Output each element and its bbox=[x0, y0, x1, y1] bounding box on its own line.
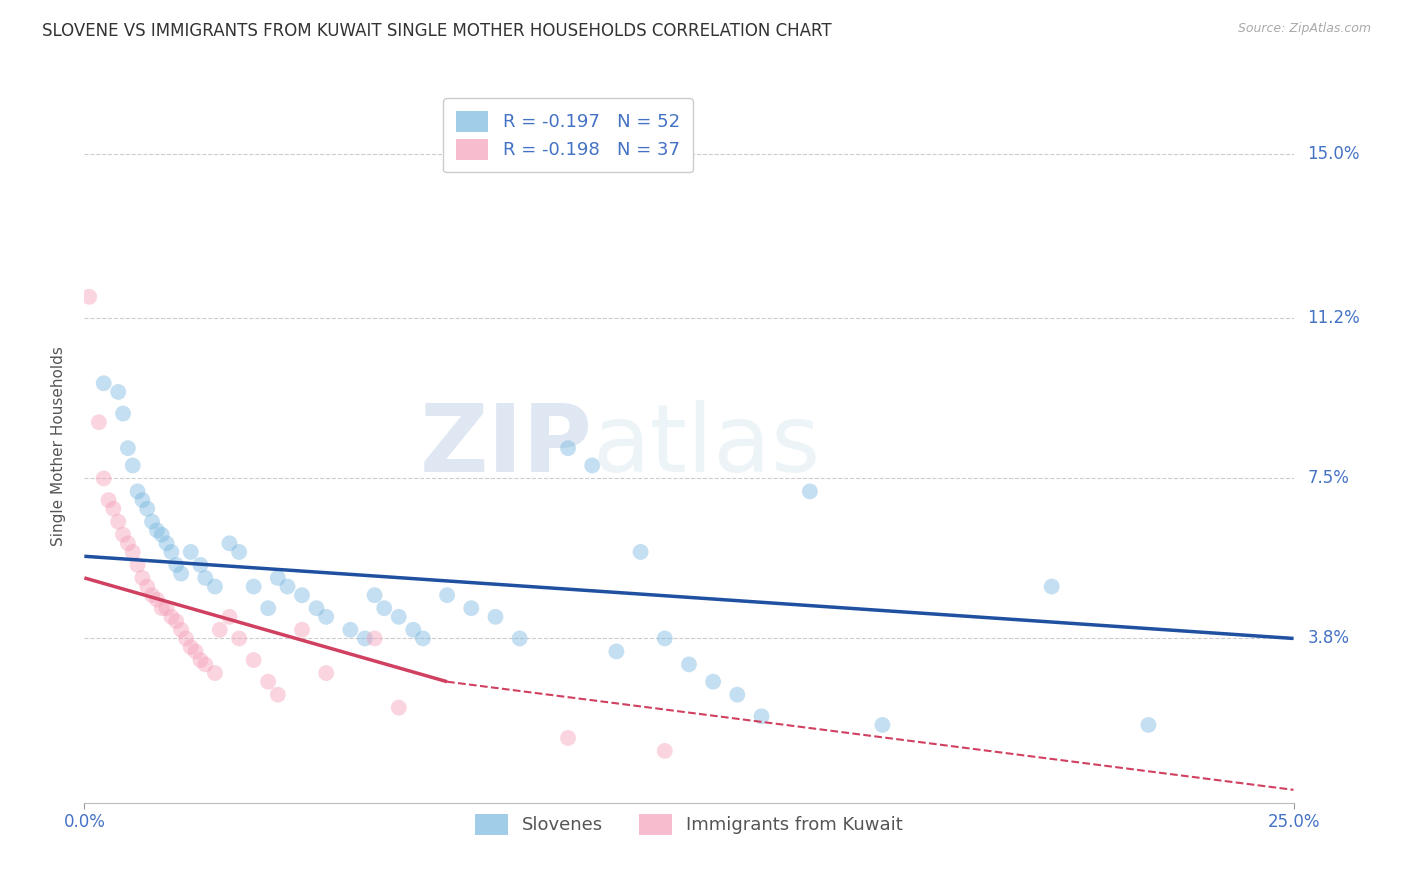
Point bbox=[93, 376, 115, 391]
Text: 11.2%: 11.2% bbox=[1308, 310, 1360, 327]
Point bbox=[112, 527, 135, 541]
Point bbox=[165, 558, 187, 572]
Point bbox=[117, 441, 139, 455]
Point bbox=[184, 644, 207, 658]
Y-axis label: Single Mother Households: Single Mother Households bbox=[51, 346, 66, 546]
Point bbox=[146, 524, 169, 538]
Point bbox=[218, 536, 240, 550]
Text: SLOVENE VS IMMIGRANTS FROM KUWAIT SINGLE MOTHER HOUSEHOLDS CORRELATION CHART: SLOVENE VS IMMIGRANTS FROM KUWAIT SINGLE… bbox=[42, 22, 832, 40]
Point bbox=[141, 588, 163, 602]
Point bbox=[373, 601, 395, 615]
Point bbox=[678, 657, 700, 672]
Point bbox=[127, 484, 149, 499]
Point bbox=[146, 592, 169, 607]
Point bbox=[267, 571, 290, 585]
Point bbox=[872, 718, 894, 732]
Point bbox=[103, 501, 125, 516]
Point bbox=[388, 610, 411, 624]
Text: 7.5%: 7.5% bbox=[1308, 469, 1350, 487]
Point bbox=[93, 471, 115, 485]
Point bbox=[180, 545, 202, 559]
Point bbox=[107, 384, 129, 399]
Point bbox=[218, 610, 240, 624]
Point bbox=[87, 415, 110, 429]
Point bbox=[315, 666, 337, 681]
Point bbox=[170, 623, 193, 637]
Point bbox=[228, 632, 250, 646]
Point bbox=[363, 588, 385, 602]
Legend: Slovenes, Immigrants from Kuwait: Slovenes, Immigrants from Kuwait bbox=[465, 805, 912, 844]
Point bbox=[799, 484, 821, 499]
Point bbox=[174, 632, 197, 646]
Point bbox=[654, 632, 676, 646]
Point bbox=[363, 632, 385, 646]
Point bbox=[136, 501, 159, 516]
Point bbox=[315, 610, 337, 624]
Point bbox=[605, 644, 627, 658]
Point bbox=[155, 601, 177, 615]
Point bbox=[291, 623, 314, 637]
Point bbox=[112, 407, 135, 421]
Point bbox=[460, 601, 482, 615]
Point bbox=[557, 441, 579, 455]
Point bbox=[751, 709, 773, 723]
Text: 3.8%: 3.8% bbox=[1308, 630, 1350, 648]
Text: atlas: atlas bbox=[592, 400, 821, 492]
Point bbox=[509, 632, 531, 646]
Point bbox=[242, 580, 264, 594]
Point bbox=[204, 580, 226, 594]
Point bbox=[242, 653, 264, 667]
Point bbox=[136, 580, 159, 594]
Point bbox=[557, 731, 579, 745]
Point bbox=[107, 515, 129, 529]
Point bbox=[155, 536, 177, 550]
Point bbox=[354, 632, 377, 646]
Point bbox=[150, 601, 173, 615]
Point bbox=[194, 571, 217, 585]
Point bbox=[160, 610, 183, 624]
Point bbox=[170, 566, 193, 581]
Point bbox=[190, 558, 212, 572]
Point bbox=[228, 545, 250, 559]
Point bbox=[127, 558, 149, 572]
Point bbox=[117, 536, 139, 550]
Text: Source: ZipAtlas.com: Source: ZipAtlas.com bbox=[1237, 22, 1371, 36]
Point bbox=[77, 290, 100, 304]
Point bbox=[436, 588, 458, 602]
Point bbox=[1040, 580, 1063, 594]
Point bbox=[131, 493, 153, 508]
Point bbox=[339, 623, 361, 637]
Point bbox=[180, 640, 202, 654]
Point bbox=[412, 632, 434, 646]
Point bbox=[204, 666, 226, 681]
Point bbox=[257, 601, 280, 615]
Point bbox=[131, 571, 153, 585]
Point bbox=[725, 688, 748, 702]
Point bbox=[257, 674, 280, 689]
Point bbox=[190, 653, 212, 667]
Point bbox=[141, 515, 163, 529]
Point bbox=[121, 458, 143, 473]
Point bbox=[150, 527, 173, 541]
Point bbox=[276, 580, 298, 594]
Text: 15.0%: 15.0% bbox=[1308, 145, 1360, 163]
Point bbox=[160, 545, 183, 559]
Point bbox=[291, 588, 314, 602]
Point bbox=[402, 623, 425, 637]
Point bbox=[305, 601, 328, 615]
Point bbox=[484, 610, 506, 624]
Point bbox=[208, 623, 231, 637]
Point bbox=[388, 700, 411, 714]
Point bbox=[97, 493, 120, 508]
Point bbox=[121, 545, 143, 559]
Point bbox=[581, 458, 603, 473]
Point bbox=[1137, 718, 1160, 732]
Point bbox=[630, 545, 652, 559]
Point bbox=[654, 744, 676, 758]
Point bbox=[165, 614, 187, 628]
Point bbox=[194, 657, 217, 672]
Point bbox=[267, 688, 290, 702]
Point bbox=[702, 674, 724, 689]
Text: ZIP: ZIP bbox=[419, 400, 592, 492]
